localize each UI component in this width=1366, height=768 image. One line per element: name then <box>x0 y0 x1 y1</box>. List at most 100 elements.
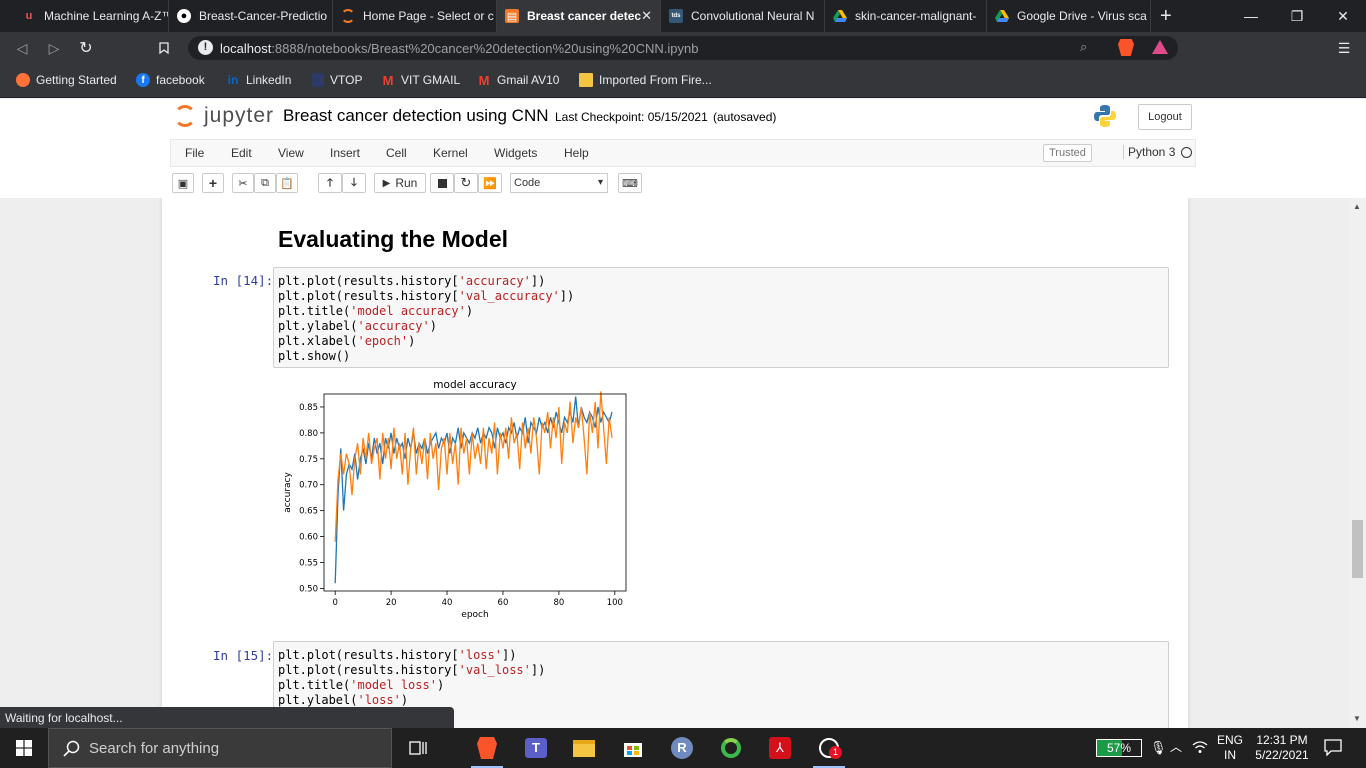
menu-view[interactable]: View <box>278 146 304 160</box>
code-cell-14[interactable]: plt.plot(results.history['accuracy']) plt… <box>273 267 1169 368</box>
code-line: plt.plot(results.history['accuracy']) <box>278 274 546 288</box>
bookmark-getting-started[interactable]: Getting Started <box>16 73 117 87</box>
tab-cnn-article[interactable]: tds Convolutional Neural N <box>661 0 825 32</box>
interrupt-button[interactable] <box>430 173 454 193</box>
brave-shield-icon[interactable] <box>1118 39 1134 56</box>
bookmark-icon[interactable] <box>154 38 174 58</box>
reload-icon[interactable]: ↻ <box>79 40 93 57</box>
keyboard-icon: ⌨ <box>622 177 638 190</box>
cell-type-select[interactable]: Code ▾ <box>510 173 608 193</box>
menu-kernel[interactable]: Kernel <box>433 146 468 160</box>
back-icon[interactable]: ◁ <box>16 39 28 56</box>
code-line: plt.plot(results.history['val_loss']) <box>278 663 546 677</box>
tab-google-drive[interactable]: Google Drive - Virus sca <box>987 0 1151 32</box>
taskbar-teams[interactable]: T <box>512 728 560 768</box>
clock[interactable]: 12:31 PM 5/22/2021 <box>1250 733 1314 763</box>
bookmark-linkedin[interactable]: in LinkedIn <box>226 73 292 87</box>
bookmark-vtop[interactable]: VTOP <box>312 73 362 87</box>
action-center-icon[interactable] <box>1324 739 1342 760</box>
cell-type-value: Code <box>514 177 541 189</box>
taskbar-brave[interactable] <box>463 728 511 768</box>
minimize-icon[interactable]: — <box>1244 8 1258 24</box>
scroll-down-icon[interactable]: ▼ <box>1353 714 1361 723</box>
x-tick-label: 100 <box>607 598 623 608</box>
zoom-icon[interactable]: ⌕ <box>1080 39 1088 54</box>
notebook-toolbar: ▣ + ✂ ⧉ 📋 🡑 🡓 ▶ Run ↻ ⏩ Code ▾ ⌨ <box>170 171 1196 195</box>
markdown-heading[interactable]: Evaluating the Model <box>278 226 509 252</box>
notification-badge: 1 <box>829 746 842 759</box>
logout-button[interactable]: Logout <box>1138 104 1192 130</box>
menu-help[interactable]: Help <box>564 146 589 160</box>
window-close-icon[interactable]: ✕ <box>1337 7 1349 24</box>
microphone-icon[interactable]: 🎙 <box>1150 740 1167 755</box>
tab-title: Machine Learning A-Z™ <box>44 9 169 23</box>
restart-button[interactable]: ↻ <box>454 173 478 193</box>
menu-insert[interactable]: Insert <box>330 146 361 160</box>
menu-cell[interactable]: Cell <box>386 146 407 160</box>
save-button[interactable]: ▣ <box>172 173 194 193</box>
scrollbar-thumb[interactable] <box>1352 520 1363 578</box>
tab-breast-cancer-notebook[interactable]: ▤ Breast cancer detec ✕ <box>497 0 661 32</box>
notebook-icon: ▤ <box>505 9 519 23</box>
chevron-up-icon[interactable]: ︿ <box>1170 740 1183 754</box>
tab-title: Convolutional Neural N <box>691 9 815 23</box>
start-button[interactable] <box>0 728 48 768</box>
brave-rewards-icon[interactable] <box>1152 40 1168 54</box>
close-icon[interactable]: ✕ <box>641 8 652 23</box>
play-icon: ▶ <box>382 177 391 189</box>
plus-icon: + <box>208 175 218 191</box>
cell-prompt: In [14]: <box>213 273 274 288</box>
windows-icon <box>16 740 32 756</box>
taskbar-store[interactable] <box>609 728 657 768</box>
taskbar-whatsapp[interactable]: 1 <box>805 728 853 768</box>
address-bar[interactable]: ! localhost:8888/notebooks/Breast%20canc… <box>188 36 1178 60</box>
run-all-button[interactable]: ⏩ <box>478 173 502 193</box>
restore-icon[interactable]: ❐ <box>1290 7 1304 24</box>
taskbar-file-explorer[interactable] <box>560 728 608 768</box>
copy-button[interactable]: ⧉ <box>254 173 276 193</box>
scroll-up-icon[interactable]: ▲ <box>1353 202 1361 211</box>
bookmark-vit-gmail[interactable]: M VIT GMAIL <box>381 73 461 88</box>
command-palette-button[interactable]: ⌨ <box>618 173 642 193</box>
task-view-button[interactable] <box>394 728 442 768</box>
tab-github[interactable]: ● Breast-Cancer-Predictio <box>169 0 333 32</box>
paste-button[interactable]: 📋 <box>276 173 298 193</box>
bookmark-facebook[interactable]: f facebook <box>136 73 205 87</box>
tab-machine-learning[interactable]: u Machine Learning A-Z™ <box>14 0 169 32</box>
chart-title: model accuracy <box>433 379 516 391</box>
menu-icon[interactable]: ☰ <box>1337 39 1351 56</box>
plot-area <box>324 394 626 591</box>
taskbar-search[interactable]: Search for anything <box>48 728 392 768</box>
bookmark-imported[interactable]: Imported From Fire... <box>579 73 712 87</box>
jupyter-header: jupyter Breast cancer detection using CN… <box>0 99 1366 198</box>
run-button[interactable]: ▶ Run <box>374 173 426 193</box>
insert-cell-button[interactable]: + <box>202 173 224 193</box>
taskbar-acrobat[interactable]: ⅄ <box>756 728 804 768</box>
move-down-button[interactable]: 🡓 <box>342 173 366 193</box>
info-icon[interactable]: ! <box>198 40 213 55</box>
page-scrollbar[interactable]: ▲ ▼ <box>1349 198 1366 728</box>
bookmark-label: Gmail AV10 <box>497 73 560 87</box>
trusted-badge[interactable]: Trusted <box>1043 144 1092 162</box>
plot-frame <box>323 393 627 592</box>
forward-icon[interactable]: ▷ <box>48 39 60 56</box>
kernel-name: Python 3 <box>1123 145 1175 159</box>
jupyter-logo[interactable]: jupyter <box>174 104 274 128</box>
taskbar-r[interactable]: R <box>658 728 706 768</box>
battery-indicator[interactable]: 57% <box>1096 739 1142 757</box>
tab-skin-cancer-drive[interactable]: skin-cancer-malignant- <box>825 0 987 32</box>
new-tab-icon[interactable]: + <box>1160 5 1172 27</box>
input-language[interactable]: ENG IN <box>1216 733 1244 763</box>
cut-button[interactable]: ✂ <box>232 173 254 193</box>
code-cell-15[interactable]: plt.plot(results.history['loss']) plt.plo… <box>273 641 1169 728</box>
menu-edit[interactable]: Edit <box>231 146 252 160</box>
menu-file[interactable]: File <box>185 146 205 160</box>
menu-widgets[interactable]: Widgets <box>494 146 538 160</box>
wifi-icon[interactable] <box>1192 740 1208 758</box>
bookmark-gmail-av10[interactable]: M Gmail AV10 <box>477 73 560 88</box>
notebook-scroll-area: Evaluating the Model In [14]: plt.plot(r… <box>0 198 1366 728</box>
move-up-button[interactable]: 🡑 <box>318 173 342 193</box>
taskbar-sync-app[interactable] <box>707 728 755 768</box>
tab-jupyter-home[interactable]: Home Page - Select or c <box>333 0 497 32</box>
notebook-title[interactable]: Breast cancer detection using CNN <box>283 106 549 125</box>
